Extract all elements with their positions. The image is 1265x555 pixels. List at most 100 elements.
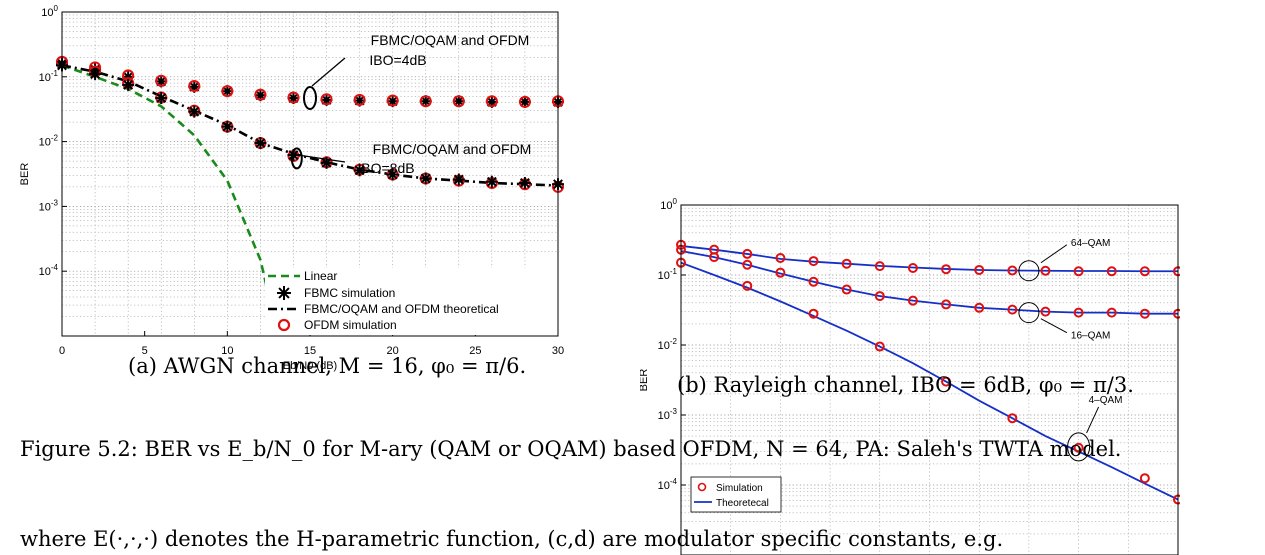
x-tick-label: 25 bbox=[469, 345, 481, 357]
annotation-ibo8: FBMC/OQAM and OFDM bbox=[373, 141, 532, 157]
series-line bbox=[680, 250, 1178, 315]
data-point bbox=[775, 267, 786, 278]
annotation-arrow bbox=[1086, 406, 1100, 434]
data-point bbox=[1139, 308, 1150, 319]
legend-item: OFDM simulation bbox=[277, 318, 397, 332]
data-point bbox=[941, 264, 952, 275]
annotation-4qam: 4–QAM bbox=[1089, 395, 1123, 406]
data-point bbox=[155, 92, 168, 105]
data-point bbox=[742, 280, 753, 291]
data-point bbox=[188, 105, 201, 118]
chart-b: 100 10-1 10-2 10-3 10-4 BER 64–QAM 16–QAM 4–QAM S… bbox=[640, 197, 1180, 555]
series-2 bbox=[680, 250, 1178, 315]
annotation-ibo4: FBMC/OQAM and OFDM bbox=[371, 32, 530, 48]
data-point bbox=[941, 299, 952, 310]
y-axis-label: BER bbox=[19, 163, 31, 186]
data-point bbox=[974, 264, 985, 275]
x-tick-label: 5 bbox=[142, 345, 148, 357]
plot-frame bbox=[680, 204, 1179, 555]
legend-swatch bbox=[277, 318, 291, 332]
x-tick-label: 0 bbox=[59, 345, 65, 357]
data-point bbox=[775, 252, 786, 263]
data-point bbox=[386, 168, 399, 181]
data-point bbox=[122, 78, 135, 91]
series-line bbox=[680, 261, 1179, 501]
annotation-ibo8-sub: IBO=8dB bbox=[357, 160, 414, 176]
legend: Simulation Theoretecal bbox=[690, 476, 782, 513]
subcaption-a: (a) AWGN channel, M = 16, φ₀ = π/6. bbox=[128, 354, 527, 378]
annotation-64qam: 64–QAM bbox=[1071, 238, 1110, 249]
data-point bbox=[188, 80, 201, 93]
data-point bbox=[974, 302, 985, 313]
legend-label: Linear bbox=[304, 269, 337, 283]
figure-caption: Figure 5.2: BER vs E_b/N_0 for M-ary (QA… bbox=[20, 437, 1122, 461]
annotation-ellipse bbox=[1067, 432, 1091, 462]
data-point bbox=[386, 94, 399, 107]
annotation-ibo4-sub: IBO=4dB bbox=[369, 52, 426, 68]
series-3 bbox=[680, 261, 1179, 501]
y-tick-label: 10-4 bbox=[658, 477, 678, 492]
x-axis-label: Eb/N0 (dB) bbox=[283, 360, 337, 372]
data-point bbox=[353, 164, 366, 177]
series-5 bbox=[676, 244, 1180, 319]
x-tick-label: 10 bbox=[221, 345, 233, 357]
data-point bbox=[353, 93, 366, 106]
annotation-ellipse bbox=[303, 86, 317, 111]
chart-a: 100 10-1 10-2 10-3 10-4 0 5 10 15 20 25 30 BER Eb/N0 … bbox=[19, 4, 564, 372]
legend-item: Theoretecal bbox=[694, 498, 769, 509]
data-point bbox=[1007, 265, 1018, 276]
data-point bbox=[874, 291, 885, 302]
legend-item: FBMC/OQAM and OFDM theoretical bbox=[268, 302, 499, 316]
y-tick-label: 10-1 bbox=[658, 267, 678, 282]
data-point bbox=[89, 68, 102, 81]
data-point bbox=[1139, 266, 1150, 277]
data-point bbox=[1073, 266, 1084, 277]
data-point bbox=[1040, 306, 1051, 317]
legend-box bbox=[690, 476, 782, 513]
data-point bbox=[221, 120, 234, 133]
data-point bbox=[419, 172, 432, 185]
annotation-16qam: 16–QAM bbox=[1071, 331, 1110, 342]
y-tick-label: 10-3 bbox=[658, 407, 678, 422]
legend-label: Simulation bbox=[716, 483, 763, 494]
data-point bbox=[907, 295, 918, 306]
data-point bbox=[808, 276, 819, 287]
y-tick-label: 100 bbox=[660, 197, 677, 212]
data-point bbox=[1073, 307, 1084, 318]
data-point bbox=[221, 85, 234, 98]
data-point bbox=[874, 341, 885, 352]
series-1 bbox=[680, 245, 1178, 273]
data-point bbox=[287, 91, 300, 104]
data-point bbox=[518, 176, 531, 189]
series-line bbox=[61, 64, 279, 332]
legend-label: Theoretecal bbox=[716, 498, 769, 509]
paragraph-fragment: where E(·,·,·) denotes the H-parametric … bbox=[20, 527, 1004, 551]
data-point bbox=[419, 95, 432, 108]
x-tick-label: 20 bbox=[387, 345, 399, 357]
data-point bbox=[907, 262, 918, 273]
y-tick-label: 10-2 bbox=[39, 134, 59, 149]
annotation-ellipse bbox=[1018, 260, 1040, 282]
data-point bbox=[254, 137, 267, 150]
data-point bbox=[485, 95, 498, 108]
data-point bbox=[452, 95, 465, 108]
data-point bbox=[1007, 304, 1018, 315]
legend-item: FBMC simulation bbox=[277, 286, 395, 300]
annotation-arrow bbox=[1040, 244, 1068, 264]
y-tick-label: 10-2 bbox=[658, 337, 678, 352]
data-point bbox=[941, 376, 952, 387]
legend-box bbox=[265, 268, 557, 335]
annotation-arrow bbox=[311, 57, 346, 87]
legend: Linear FBMC simulation FBMC/OQAM and OFDM … bbox=[265, 268, 557, 335]
legend-label: FBMC/OQAM and OFDM theoretical bbox=[304, 302, 499, 316]
y-tick-label: 10-3 bbox=[39, 198, 59, 213]
data-point bbox=[808, 308, 819, 319]
data-point bbox=[155, 74, 168, 87]
legend-swatch bbox=[277, 286, 291, 300]
data-point bbox=[1139, 473, 1150, 484]
data-point bbox=[320, 93, 333, 106]
data-point bbox=[485, 175, 498, 188]
data-point bbox=[874, 261, 885, 272]
annotation-ellipse bbox=[1018, 302, 1040, 324]
data-point bbox=[841, 258, 852, 269]
